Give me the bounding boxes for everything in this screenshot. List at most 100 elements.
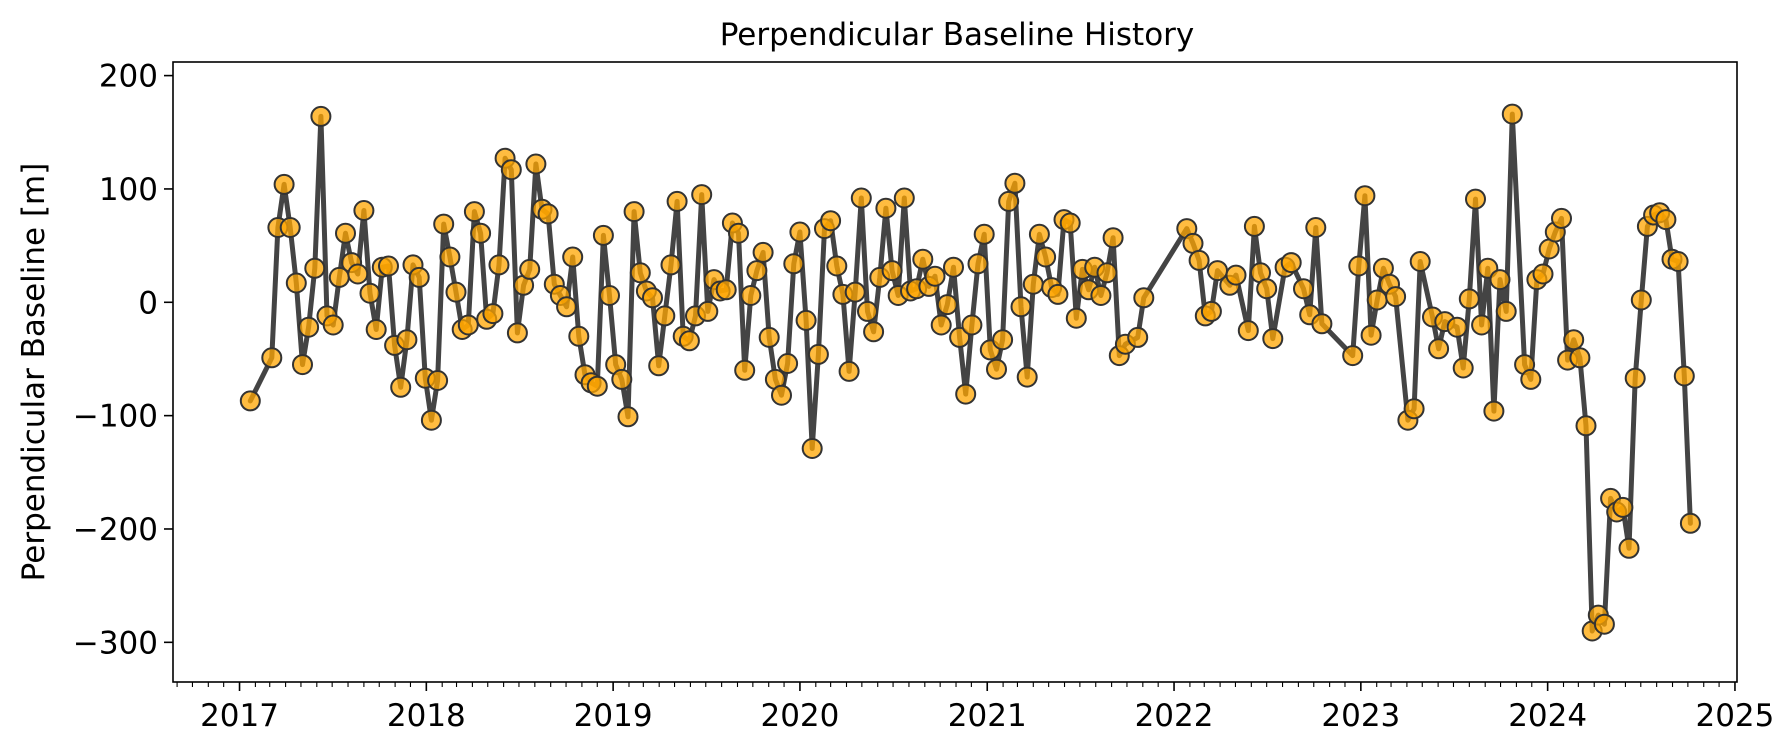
data-point xyxy=(482,303,504,325)
data-point xyxy=(525,153,547,175)
data-point xyxy=(261,347,283,369)
data-point xyxy=(1200,300,1222,322)
data-point xyxy=(427,370,449,391)
data-point xyxy=(820,210,842,232)
data-point xyxy=(1452,357,1474,379)
x-tick-label: 2017 xyxy=(200,698,279,734)
data-point xyxy=(1563,329,1585,351)
y-axis-label: Perpendicular Baseline [m] xyxy=(16,163,52,582)
data-point xyxy=(875,197,897,219)
data-point xyxy=(500,159,522,181)
x-tick-label: 2018 xyxy=(387,698,466,734)
data-point xyxy=(930,314,952,336)
data-point xyxy=(1458,288,1480,310)
data-point xyxy=(1004,172,1026,194)
data-point xyxy=(734,359,756,381)
data-point xyxy=(697,300,719,322)
y-tick-label: −300 xyxy=(73,625,158,661)
data-point xyxy=(390,376,412,398)
data-point xyxy=(623,201,645,223)
data-point xyxy=(1409,251,1431,272)
data-point xyxy=(857,300,878,322)
data-point xyxy=(488,254,510,276)
data-point xyxy=(378,255,399,277)
data-point xyxy=(1028,223,1050,245)
data-point xyxy=(752,241,774,263)
data-point xyxy=(1022,273,1044,295)
data-point xyxy=(863,321,885,343)
data-point xyxy=(629,262,651,284)
data-point xyxy=(457,314,479,336)
data-point xyxy=(599,285,620,306)
data-point xyxy=(1465,188,1486,210)
data-point xyxy=(1624,367,1646,389)
data-point xyxy=(239,390,261,412)
data-point xyxy=(844,281,866,303)
data-point xyxy=(771,384,792,406)
data-point xyxy=(678,330,700,352)
data-point xyxy=(1428,338,1450,360)
data-point xyxy=(1655,209,1677,231)
series-markers xyxy=(239,103,1701,642)
data-point xyxy=(1551,207,1572,229)
data-point xyxy=(537,203,559,225)
data-point xyxy=(1096,262,1118,284)
data-point xyxy=(642,287,663,309)
data-point xyxy=(1471,314,1493,336)
data-point xyxy=(1403,398,1425,420)
series-line xyxy=(247,111,1693,634)
data-point xyxy=(310,105,332,127)
data-point xyxy=(335,222,356,244)
data-point xyxy=(1237,320,1259,342)
x-tick-label: 2019 xyxy=(574,698,653,734)
y-tick-label: −200 xyxy=(73,512,158,548)
axes: 200 100 0 −100 −200 −300 2017 2018 2019 2020 2021 2… xyxy=(73,59,1772,734)
data-point xyxy=(1366,289,1388,311)
data-point xyxy=(1354,185,1376,207)
data-point xyxy=(943,256,964,278)
data-point xyxy=(949,326,971,348)
plot-frame xyxy=(172,61,1738,683)
data-point xyxy=(789,221,811,243)
data-point xyxy=(1102,227,1124,249)
chart-title: Perpendicular Baseline History xyxy=(720,17,1195,53)
data-point xyxy=(893,187,915,209)
data-point xyxy=(1127,326,1149,348)
data-point xyxy=(998,190,1020,212)
data-point xyxy=(304,257,326,279)
data-point xyxy=(556,296,578,318)
data-point xyxy=(1262,328,1284,350)
data-point xyxy=(1059,212,1081,234)
data-point xyxy=(347,263,369,285)
data-point xyxy=(408,266,430,288)
data-point xyxy=(992,329,1014,351)
data-point xyxy=(1385,286,1407,308)
data-point xyxy=(1342,345,1364,367)
data-point xyxy=(967,253,989,275)
data-point xyxy=(1575,415,1597,437)
data-point xyxy=(1630,289,1652,311)
data-point xyxy=(420,409,442,431)
data-point xyxy=(1280,252,1302,274)
data-point xyxy=(1495,300,1517,322)
data-point xyxy=(519,258,541,280)
data-point xyxy=(353,200,375,221)
data-point xyxy=(1673,365,1695,387)
data-point xyxy=(1483,400,1505,422)
data-point xyxy=(648,355,670,377)
data-point xyxy=(562,246,584,268)
data-point xyxy=(292,354,313,376)
data-point xyxy=(396,329,418,351)
data-point xyxy=(568,325,590,347)
data-point xyxy=(838,360,860,382)
data-point xyxy=(660,254,682,276)
y-tick-label: 100 xyxy=(99,172,158,208)
data-point xyxy=(463,201,485,223)
data-point xyxy=(298,316,320,338)
data-point xyxy=(1047,283,1069,305)
data-point xyxy=(586,375,608,397)
data-point xyxy=(1667,251,1689,272)
data-point xyxy=(1010,296,1032,318)
y-tick-label: 0 xyxy=(138,285,158,321)
